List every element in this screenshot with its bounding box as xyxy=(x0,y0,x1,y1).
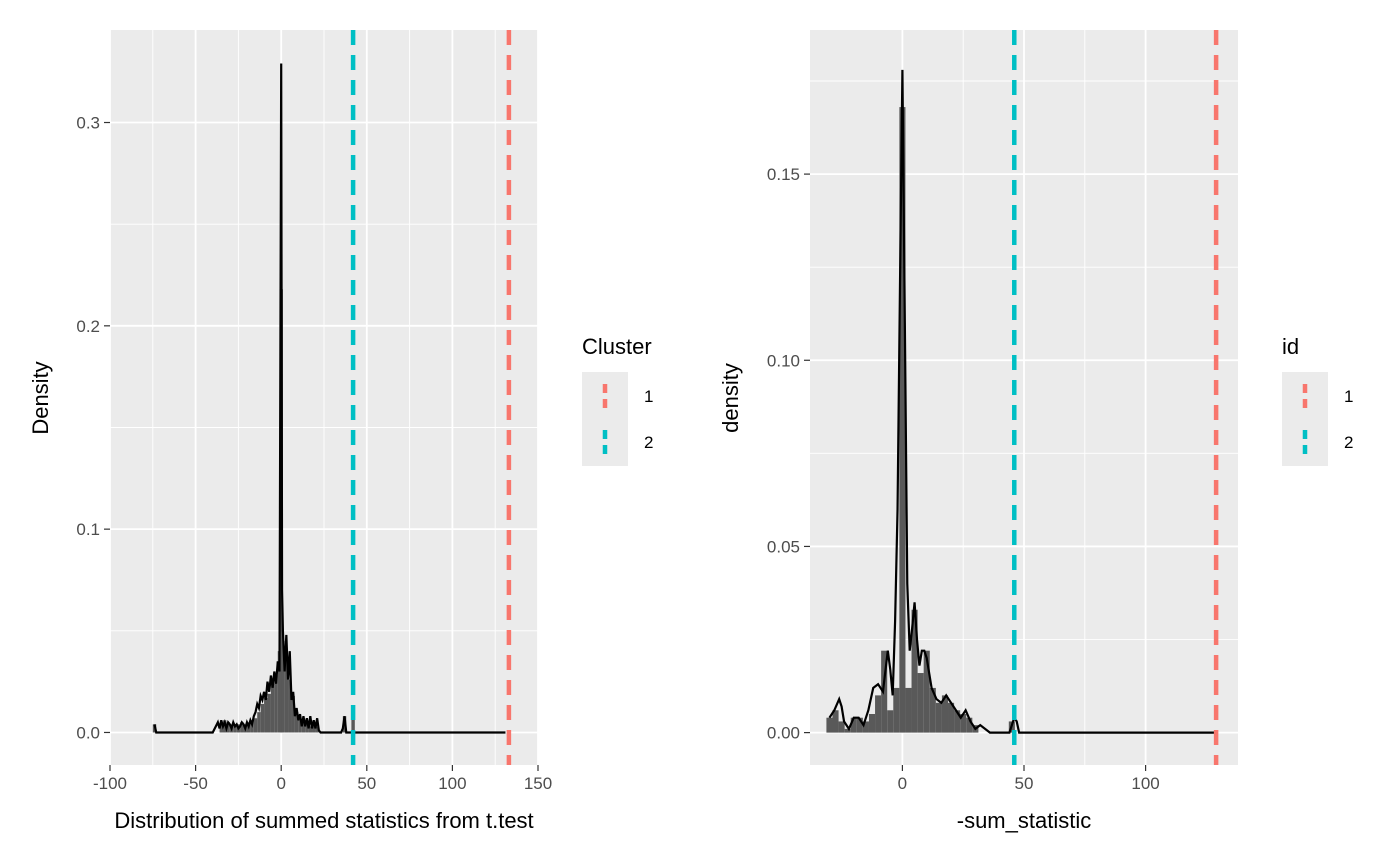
histogram-bar xyxy=(905,687,912,733)
histogram-bar xyxy=(284,655,289,733)
histogram-bar xyxy=(917,673,924,733)
right-legend-entries: 12 xyxy=(1302,384,1353,454)
histogram-bar xyxy=(929,687,936,733)
left-x-ticks: -100 -50 0 50 100 150 xyxy=(93,765,552,793)
left-legend: Cluster 12 xyxy=(582,334,653,466)
histogram-bar xyxy=(960,713,967,733)
histogram-bar xyxy=(226,722,230,733)
right-legend: id 12 xyxy=(1282,334,1353,466)
histogram-bar xyxy=(935,702,942,733)
left-legend-entries: 12 xyxy=(602,384,653,454)
legend-label-1: 1 xyxy=(1344,387,1353,406)
histogram-bar xyxy=(240,722,244,733)
right-cluster-lines xyxy=(1012,30,1219,765)
x-tick-label: -50 xyxy=(183,774,208,793)
histogram-bar xyxy=(838,721,845,733)
y-tick-label: 0.05 xyxy=(767,537,800,556)
left-y-axis-title: Density xyxy=(28,361,53,434)
right-x-ticks: 0 50 100 xyxy=(898,765,1160,793)
x-tick-label: 100 xyxy=(438,774,466,793)
histogram-bar xyxy=(264,697,268,733)
histogram-bar xyxy=(308,726,313,733)
right-histogram xyxy=(826,107,1015,733)
histogram-bar xyxy=(291,695,295,733)
histogram-bar xyxy=(887,710,894,733)
histogram-bar xyxy=(850,717,857,733)
histogram-bar xyxy=(294,712,299,733)
right-x-axis-title: -sum_statistic xyxy=(957,808,1091,833)
legend-label-2: 2 xyxy=(644,433,653,452)
histogram-bar xyxy=(941,695,949,733)
left-chart: -100 -50 0 50 100 150 0.0 0.1 0.2 0.3 Distributi… xyxy=(28,30,653,833)
histogram-bar xyxy=(966,717,973,733)
y-tick-label: 0.15 xyxy=(767,165,800,184)
histogram-bar xyxy=(856,717,863,733)
y-tick-label: 0.2 xyxy=(76,317,100,336)
legend-label-2: 2 xyxy=(1344,433,1353,452)
histogram-bar xyxy=(868,713,876,733)
histogram-bar xyxy=(832,710,839,733)
histogram-bar xyxy=(875,695,882,733)
histogram-bar xyxy=(844,728,851,733)
left-density-line xyxy=(153,63,506,734)
left-legend-title: Cluster xyxy=(582,334,652,359)
right-chart: 0 50 100 0.00 0.05 0.10 0.15 -sum_statistic d… xyxy=(718,30,1353,833)
x-tick-label: 50 xyxy=(357,774,376,793)
right-y-axis-title: density xyxy=(718,363,743,433)
histogram-bar xyxy=(893,687,900,733)
right-legend-title: id xyxy=(1282,334,1299,359)
histogram-bar xyxy=(948,702,955,733)
right-density-line xyxy=(828,69,1217,734)
histogram-bar xyxy=(281,640,285,733)
histogram-bar xyxy=(899,107,906,733)
histogram-bar xyxy=(826,717,833,733)
histogram-bar xyxy=(881,650,888,733)
x-tick-label: 150 xyxy=(524,774,552,793)
histogram-bar xyxy=(257,712,261,733)
histogram-bar xyxy=(954,710,961,733)
right-y-ticks: 0.00 0.05 0.10 0.15 xyxy=(767,165,810,743)
histogram-bar xyxy=(312,724,316,733)
histogram-bar xyxy=(274,675,278,733)
y-tick-label: 0.0 xyxy=(76,723,100,742)
left-cluster-lines xyxy=(350,30,512,765)
legend-label-1: 1 xyxy=(644,387,653,406)
histogram-bar xyxy=(298,720,302,733)
histogram-bar xyxy=(267,693,271,733)
x-tick-label: 100 xyxy=(1131,774,1159,793)
histogram-bar xyxy=(301,722,306,733)
histogram-bar xyxy=(315,726,319,733)
histogram-bar xyxy=(270,683,275,733)
x-tick-label: 0 xyxy=(898,774,907,793)
x-tick-label: 0 xyxy=(276,774,285,793)
histogram-bar xyxy=(923,650,930,733)
x-tick-label: -100 xyxy=(93,774,127,793)
left-x-axis-title: Distribution of summed statistics from t… xyxy=(114,808,533,833)
histogram-bar xyxy=(222,720,227,733)
y-tick-label: 0.1 xyxy=(76,520,100,539)
histogram-bar xyxy=(862,721,869,733)
y-tick-label: 0.00 xyxy=(767,724,800,743)
histogram-bar xyxy=(911,609,918,733)
histogram-bar xyxy=(260,704,265,733)
x-tick-label: 50 xyxy=(1015,774,1034,793)
histogram-bar xyxy=(351,718,355,733)
histogram-bar xyxy=(219,724,223,733)
histogram-bar xyxy=(305,724,309,733)
y-tick-label: 0.10 xyxy=(767,351,800,370)
left-y-ticks: 0.0 0.1 0.2 0.3 xyxy=(76,114,110,742)
histogram-bar xyxy=(253,718,258,733)
histogram-bar xyxy=(288,679,292,733)
y-tick-label: 0.3 xyxy=(76,114,100,133)
histogram-bar xyxy=(233,726,237,733)
